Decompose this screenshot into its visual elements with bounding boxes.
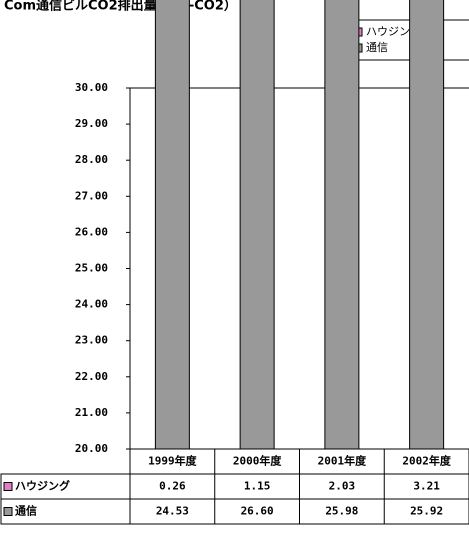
x-tick-label: 2000年度 [233,454,282,468]
legend-swatch [3,507,13,516]
table-value: 0.26 [159,480,186,493]
table-value: 2.03 [329,480,356,493]
legend-label: ハウジング [366,24,421,38]
bar [154,0,190,450]
bar [239,0,275,450]
table-value: 24.53 [156,505,189,518]
x-tick-label: 2002年度 [402,454,451,468]
y-tick-label: 20.00 [75,442,108,455]
table-value: 25.98 [325,505,358,518]
y-tick-label: 30.00 [75,81,108,94]
y-tick-label: 21.00 [75,406,108,419]
y-tick-label: 28.00 [75,153,108,166]
y-tick-label: 25.00 [75,262,108,275]
bar [324,0,360,450]
y-tick-label: 29.00 [75,117,108,130]
table-value: 26.60 [241,505,274,518]
legend-label: 通信 [366,41,388,54]
legend-box [348,19,469,61]
y-tick-label: 22.00 [75,370,108,383]
chart-title: Com通信ビルCO2排出量（万t-CO2） [4,0,237,14]
row-label: ハウジング [15,479,70,493]
y-tick-label: 24.00 [75,298,108,311]
row-label: 通信 [15,504,37,518]
x-tick-label: 1999年度 [148,454,197,468]
legend-swatch [3,482,13,491]
bar [409,0,445,450]
y-tick-label: 26.00 [75,225,108,238]
table-value: 3.21 [413,480,440,493]
table-value: 25.92 [410,505,443,518]
table-value: 1.15 [244,480,271,493]
y-tick-label: 27.00 [75,189,108,202]
y-tick-label: 23.00 [75,334,108,347]
x-tick-label: 2001年度 [318,454,367,468]
